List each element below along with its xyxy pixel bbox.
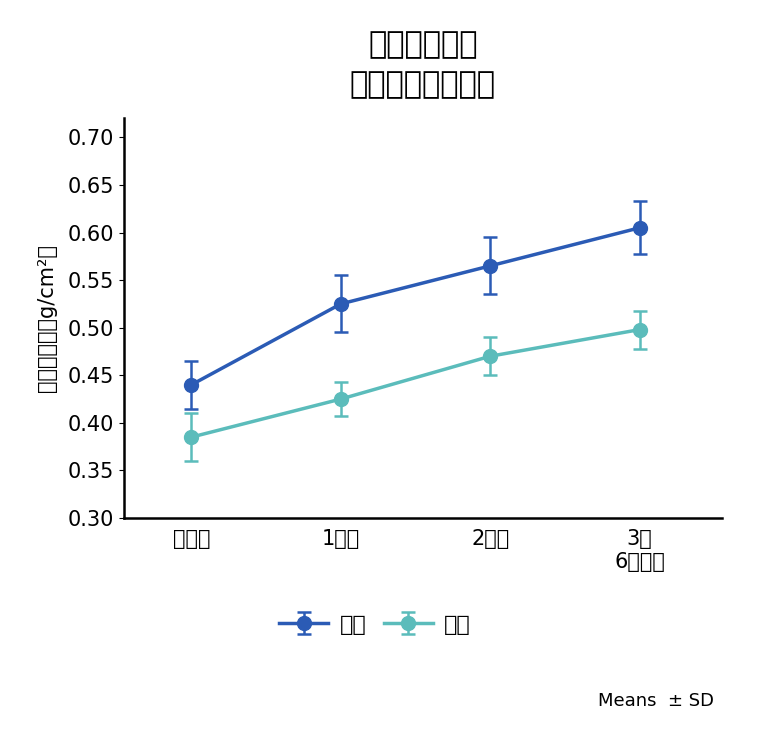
Title: 骨密度の変化
（男女別平均値）: 骨密度の変化 （男女別平均値）: [350, 30, 496, 99]
Text: Means  ± SD: Means ± SD: [598, 693, 714, 710]
Y-axis label: 前腕骨密度（g/cm²）: 前腕骨密度（g/cm²）: [36, 244, 57, 392]
Legend: 男子, 女子: 男子, 女子: [279, 615, 471, 635]
